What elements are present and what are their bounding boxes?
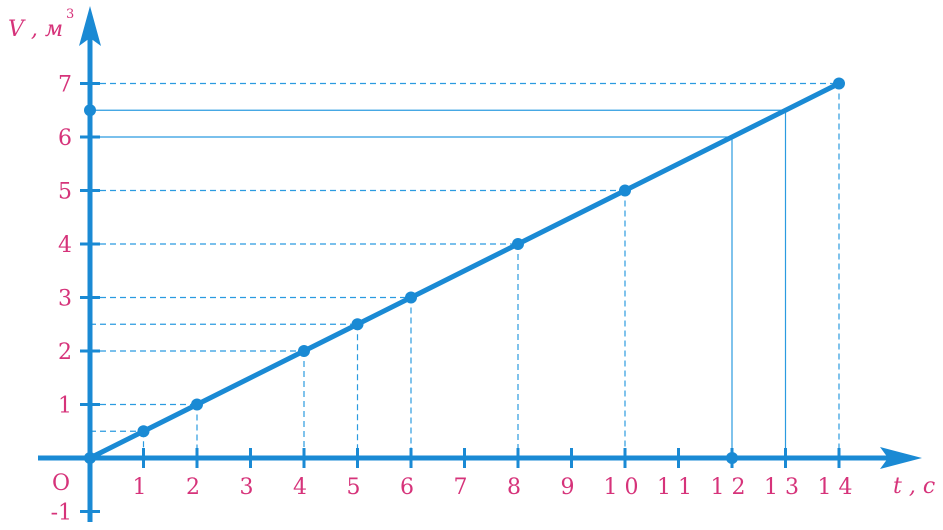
y-tick-label: -1 (51, 501, 72, 526)
data-point (619, 184, 631, 197)
x-tick-label: 1 0 (604, 475, 639, 500)
x-tick-label: 4 (293, 475, 307, 500)
marked-point (726, 452, 738, 464)
data-point (512, 238, 524, 250)
data-series (84, 77, 845, 464)
axis-ticks (80, 82, 841, 513)
x-axis-arrow-icon (880, 447, 922, 469)
x-tick-label: 1 2 (711, 475, 746, 500)
y-axis-label: V , м (8, 17, 63, 42)
x-tick-label: 9 (561, 475, 575, 500)
y-tick-label: 5 (58, 180, 72, 205)
y-tick-label: 3 (58, 287, 72, 312)
y-tick-label: 7 (58, 73, 72, 98)
x-tick-label: 1 4 (818, 475, 853, 500)
data-point (298, 345, 310, 357)
x-tick-label: 6 (400, 475, 414, 500)
tick-labels: 1 2 3 4 5 6 7 8 9 1 0 1 1 1 2 1 3 1 4 -1 1 2 3 4 5 6 7 (51, 73, 853, 526)
origin-label: O (52, 471, 70, 496)
y-tick-label: 4 (58, 233, 72, 258)
x-tick-label: 7 (454, 475, 468, 500)
x-tick-label: 2 (186, 475, 200, 500)
guide-lines (90, 82, 840, 458)
y-axis-arrow-icon (79, 6, 101, 46)
data-point (833, 77, 845, 90)
x-tick-label: 1 1 (657, 475, 692, 500)
x-tick-label: 1 3 (764, 475, 799, 500)
data-point (84, 452, 96, 464)
y-tick-label: 6 (58, 126, 72, 151)
y-axis-label-superscript: 3 (66, 7, 74, 22)
y-tick-label: 1 (58, 394, 72, 419)
data-point (405, 291, 417, 304)
x-tick-label: 5 (347, 475, 361, 500)
data-point (351, 318, 364, 331)
data-point (137, 425, 150, 438)
x-tick-label: 1 (133, 475, 147, 500)
x-tick-label: 8 (507, 475, 521, 500)
x-tick-label: 3 (240, 475, 254, 500)
y-tick-label: 2 (58, 340, 72, 365)
marked-point (84, 104, 96, 117)
x-axis-label: t , c (893, 474, 935, 499)
data-point (191, 398, 203, 411)
